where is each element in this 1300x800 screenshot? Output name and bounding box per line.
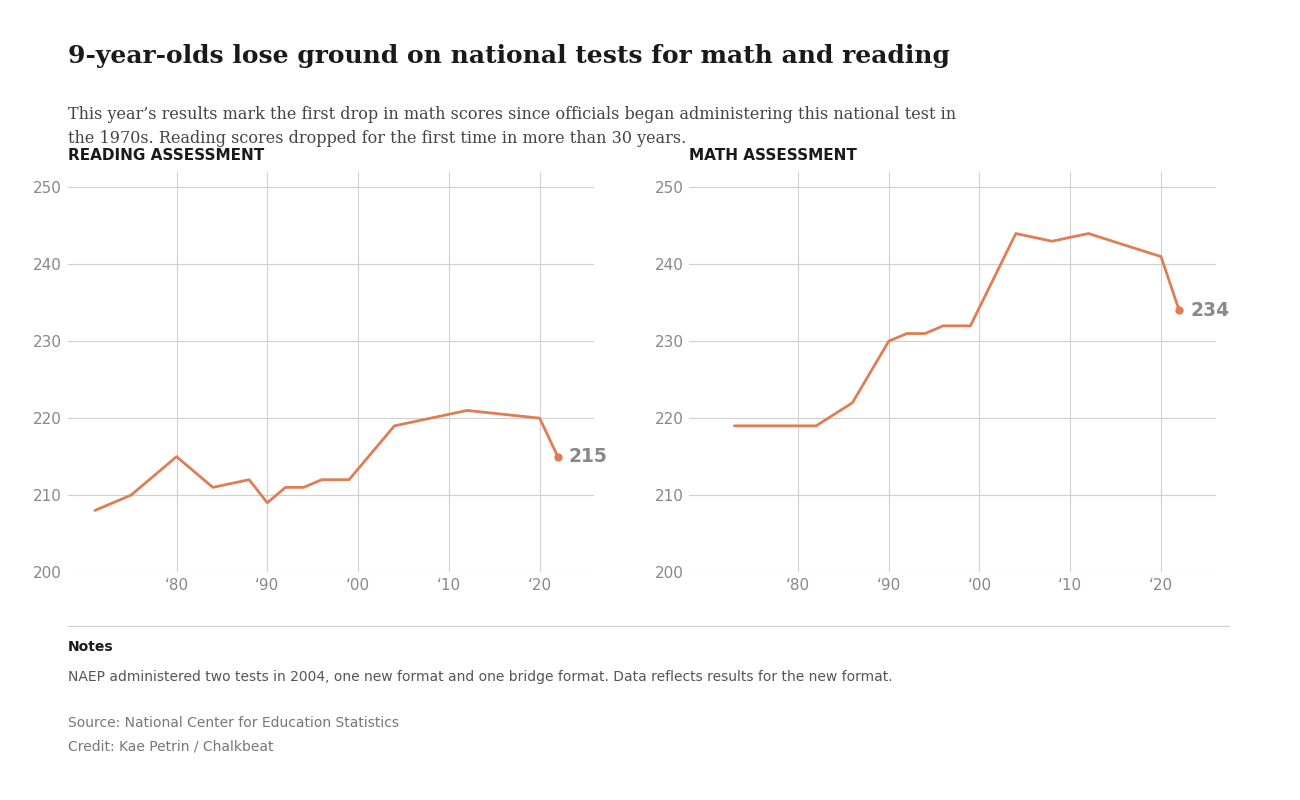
Text: Credit: Kae Petrin / Chalkbeat: Credit: Kae Petrin / Chalkbeat <box>68 740 273 754</box>
Text: Source: National Center for Education Statistics: Source: National Center for Education St… <box>68 716 399 730</box>
Text: 215: 215 <box>568 447 607 466</box>
Text: 234: 234 <box>1190 301 1230 320</box>
Text: NAEP administered two tests in 2004, one new format and one bridge format. Data : NAEP administered two tests in 2004, one… <box>68 670 892 683</box>
Text: MATH ASSESSMENT: MATH ASSESSMENT <box>689 147 857 162</box>
Text: READING ASSESSMENT: READING ASSESSMENT <box>68 147 264 162</box>
Text: Notes: Notes <box>68 640 113 654</box>
Text: This year’s results mark the first drop in math scores since officials began adm: This year’s results mark the first drop … <box>68 106 956 146</box>
Text: 9-year-olds lose ground on national tests for math and reading: 9-year-olds lose ground on national test… <box>68 44 949 68</box>
